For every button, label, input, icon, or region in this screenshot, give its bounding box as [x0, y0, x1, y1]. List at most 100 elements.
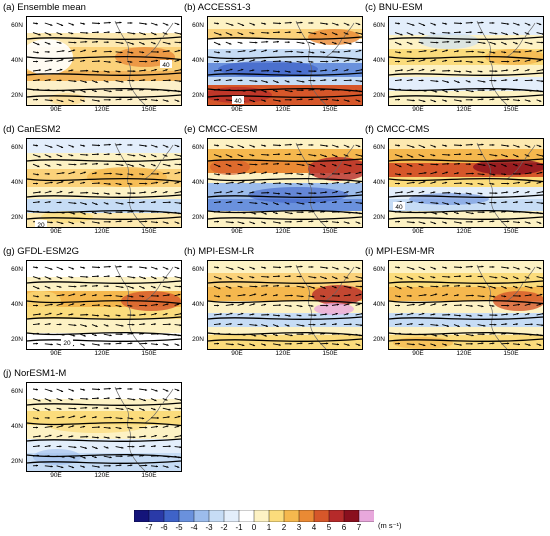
wind-vector-head	[410, 322, 413, 326]
wind-vector-head	[482, 295, 485, 298]
wind-vector-head	[323, 295, 326, 298]
wind-vector-head	[278, 266, 281, 269]
wind-vector-head	[217, 342, 219, 345]
wind-vector-head	[142, 88, 145, 91]
wind-vector-head	[241, 277, 244, 280]
wind-vector-head	[165, 435, 168, 438]
wind-vector-head	[444, 144, 448, 147]
wind-vector-head	[324, 155, 327, 158]
wind-vector-head	[131, 295, 134, 298]
wind-vector	[174, 398, 181, 401]
lon-label: 120E	[275, 350, 291, 357]
wind-vector-head	[361, 32, 362, 36]
contour-label: 20	[37, 222, 45, 227]
wind-vector-head	[422, 68, 425, 71]
wind-vector-head	[143, 445, 146, 448]
wind-vector-head	[218, 165, 221, 168]
wind-vector-head	[61, 425, 64, 428]
wind-vector-head	[108, 304, 111, 308]
wind-vector-head	[142, 286, 145, 289]
shading-band	[27, 81, 181, 105]
wind-vector-head	[47, 416, 50, 419]
wind-vector-head	[60, 190, 63, 193]
wind-vector-head	[542, 276, 543, 280]
wind-vector-head	[98, 182, 100, 185]
wind-vector-head	[48, 164, 51, 167]
wind-vector-head	[299, 314, 302, 317]
wind-vector-head	[254, 293, 257, 296]
wind-vector-head	[180, 312, 181, 315]
wind-vector-head	[276, 80, 279, 83]
wind-vector-head	[108, 220, 111, 223]
wind-vector-head	[448, 191, 451, 194]
lon-label: 120E	[456, 106, 472, 113]
wind-vector-head	[458, 153, 461, 156]
wind-vector-head	[492, 21, 495, 25]
wind-vector-head	[504, 295, 507, 298]
wind-vector-head	[300, 265, 303, 268]
wind-vector-head	[334, 286, 337, 289]
wind-vector-head	[435, 212, 438, 215]
wind-vector-head	[481, 265, 484, 268]
wind-vector-head	[423, 303, 426, 306]
wind-vector-head	[74, 446, 77, 449]
wind-vector-head	[166, 425, 169, 428]
wind-vector-head	[86, 275, 89, 279]
wind-vector-head	[50, 59, 53, 62]
shading-band	[389, 313, 543, 327]
wind-vector-head	[275, 90, 278, 93]
wind-vector-head	[73, 293, 76, 296]
wind-vector-head	[133, 314, 136, 317]
wind-vector-head	[446, 80, 449, 83]
wind-vector-head	[507, 220, 510, 223]
colorbar-tick-label: -6	[160, 523, 168, 532]
wind-vector-head	[346, 276, 349, 279]
lat-label: 40N	[373, 57, 385, 64]
wind-vector-head	[412, 267, 415, 270]
wind-vector-head	[254, 212, 257, 215]
wind-vector-head	[423, 59, 426, 62]
wind-vector-head	[37, 322, 40, 326]
wind-vector-head	[219, 191, 222, 194]
wind-vector-head	[84, 202, 87, 205]
wind-vector-head	[145, 426, 148, 429]
wind-vector-head	[483, 42, 486, 45]
lat-label: 40N	[11, 179, 23, 186]
wind-vector-head	[459, 22, 462, 25]
wind-vector-head	[336, 343, 339, 346]
wind-vector-head	[507, 304, 510, 307]
wind-vector-head	[457, 324, 460, 327]
wind-vector-head	[142, 173, 145, 176]
wind-vector-head	[456, 50, 459, 53]
wind-vector-head	[143, 323, 146, 326]
wind-vector-head	[60, 434, 63, 437]
wind-vector-head	[505, 33, 508, 36]
wind-vector-head	[517, 343, 520, 346]
wind-vector-head	[177, 181, 180, 184]
wind-vector-head	[59, 285, 62, 288]
wind-vector-head	[218, 200, 221, 204]
colorbar-tick-label: -5	[175, 523, 183, 532]
panel-title: (f) CMCC-CMS	[365, 124, 430, 135]
wind-vector-head	[505, 79, 508, 82]
contour-line	[27, 316, 181, 320]
wind-vector-head	[411, 277, 414, 280]
wind-vector-head	[263, 144, 267, 147]
panel-title: (e) CMCC-CESM	[184, 124, 258, 135]
wind-vector-head	[154, 68, 157, 71]
lat-label: 60N	[192, 22, 204, 29]
wind-vector-head	[448, 275, 451, 279]
wind-vector-head	[530, 42, 533, 45]
wind-vector-head	[71, 222, 75, 225]
wind-vector-head	[267, 313, 270, 316]
wind-vector-head	[263, 181, 267, 184]
lat-label: 40N	[192, 179, 204, 186]
wind-vector-head	[133, 154, 136, 157]
wind-vector-head	[338, 88, 340, 91]
wind-vector-head	[448, 153, 451, 157]
contour-line	[389, 158, 543, 162]
wind-vector-head	[409, 88, 412, 92]
wind-vector-head	[231, 303, 234, 306]
colorbar-segment	[358, 509, 375, 523]
wind-vector-head	[94, 212, 97, 215]
